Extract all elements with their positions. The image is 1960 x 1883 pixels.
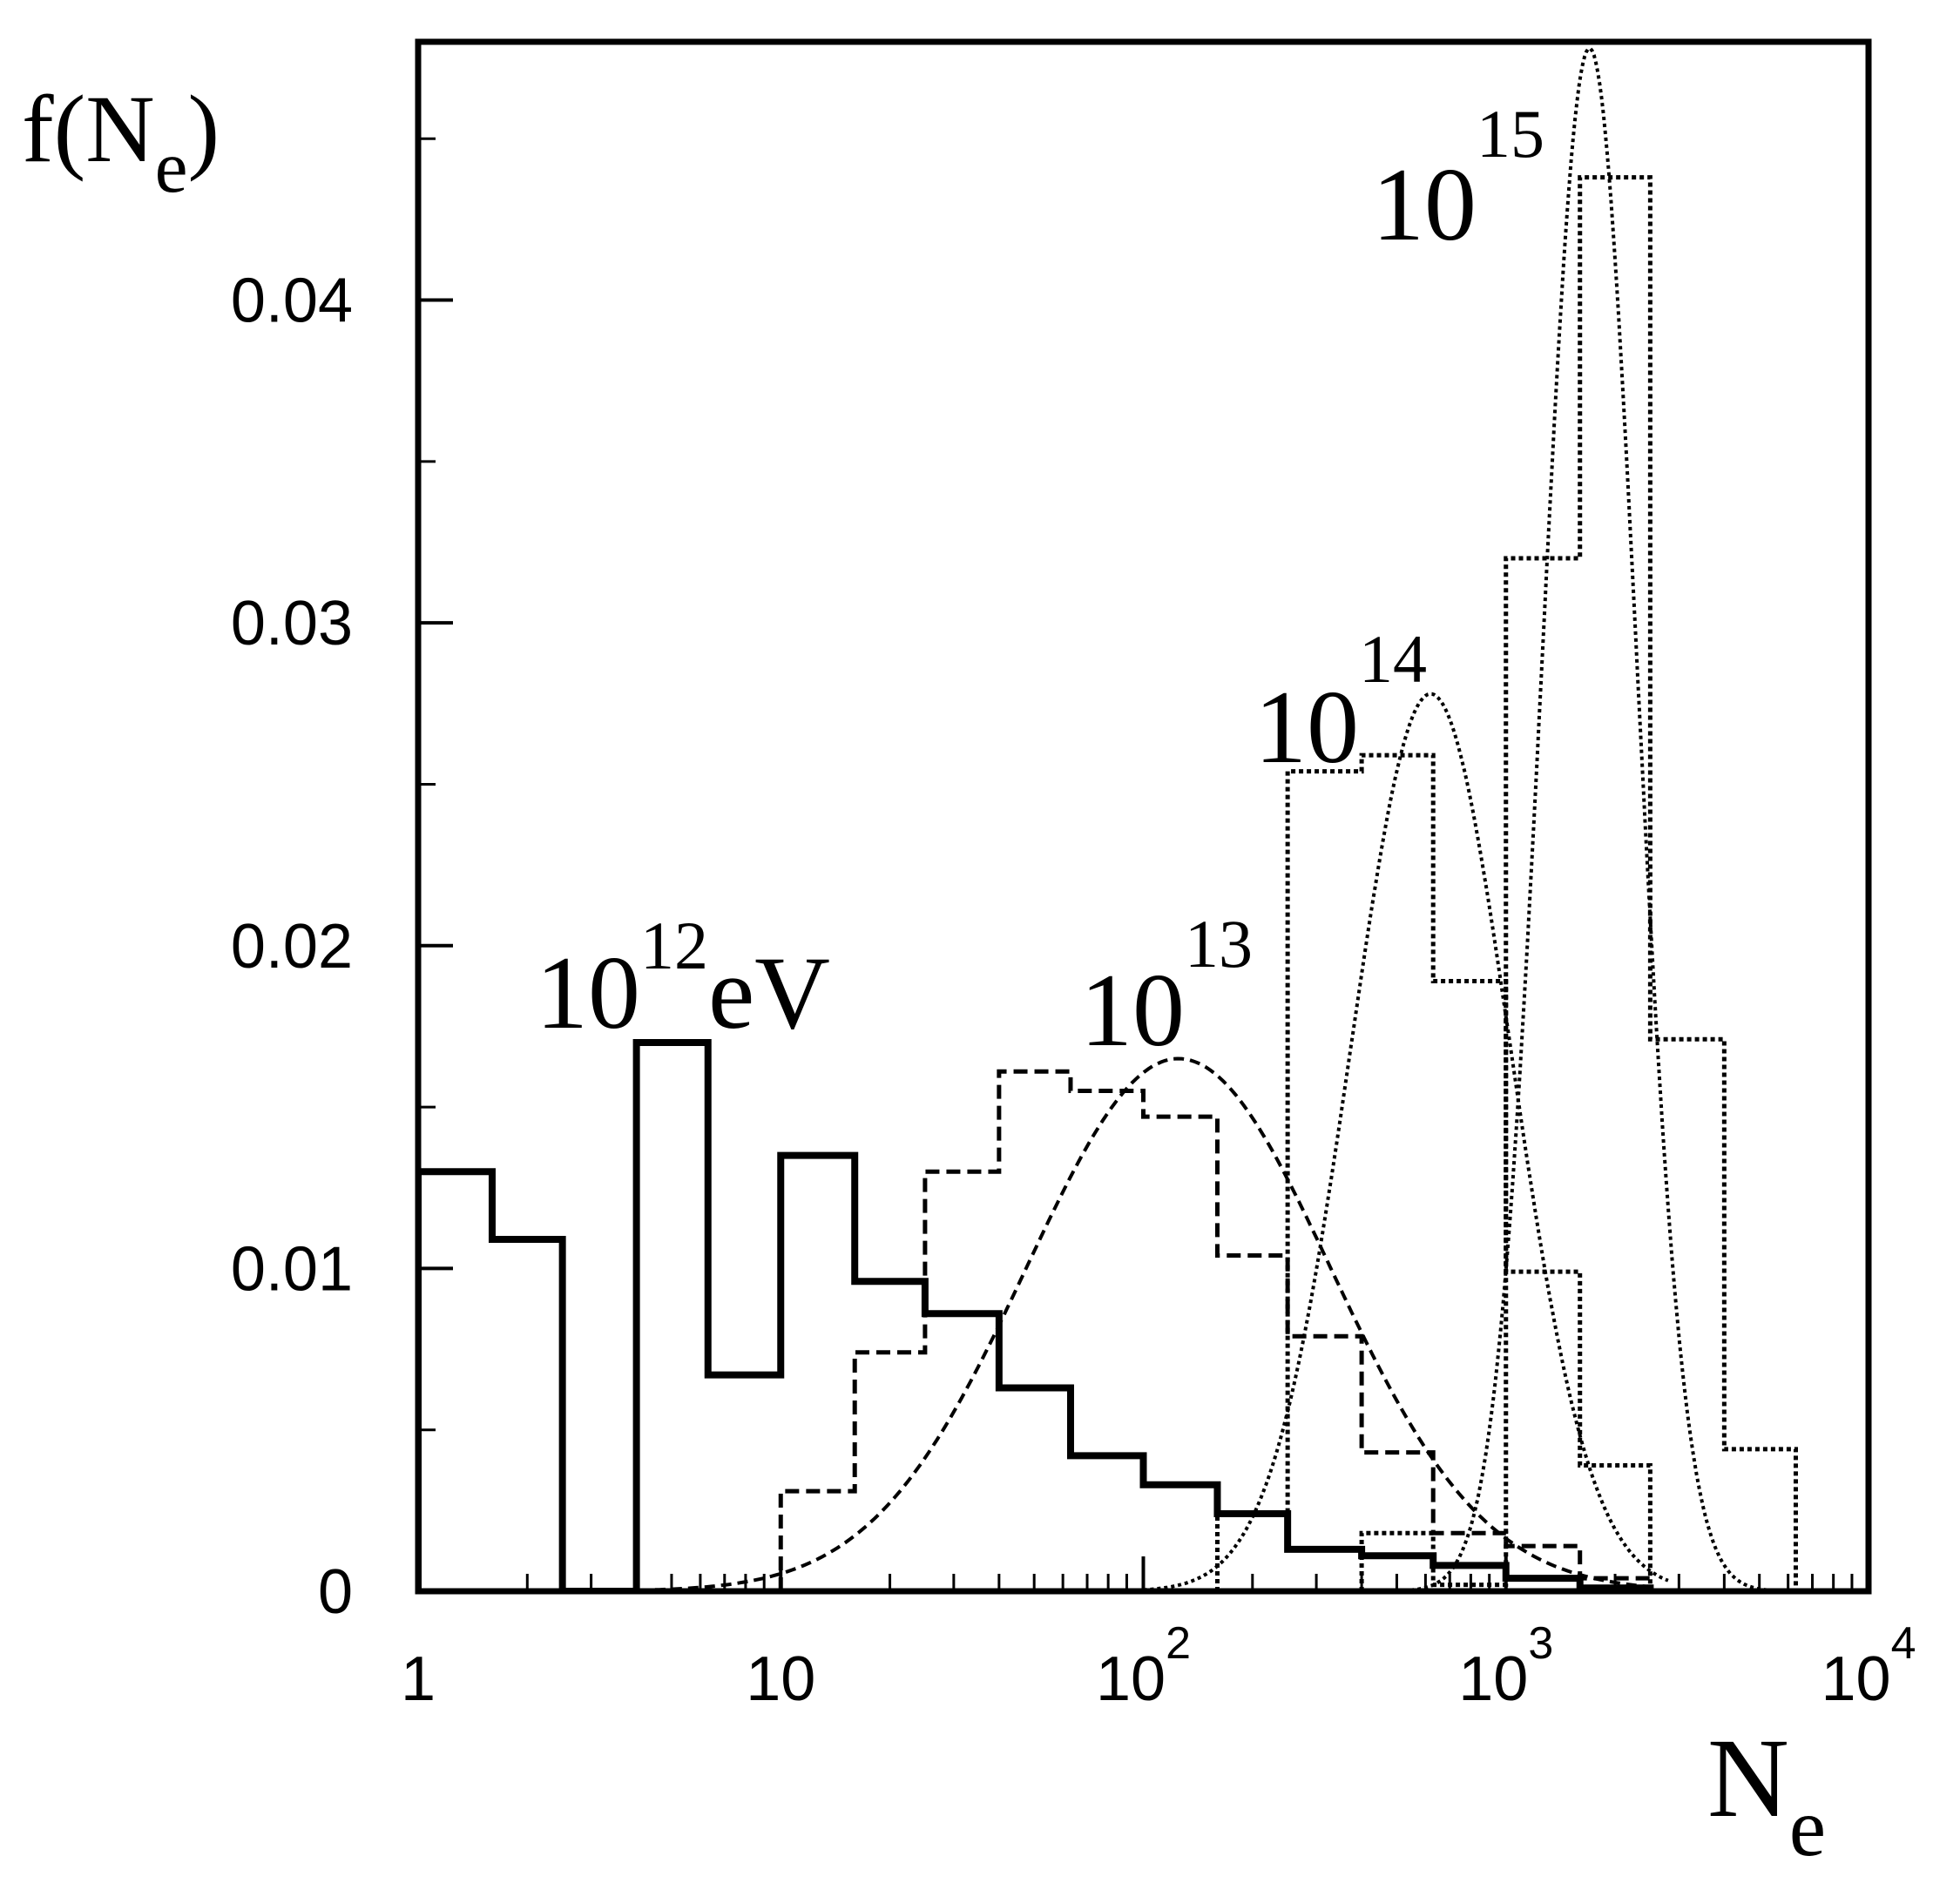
series-1-histogram [418,1038,1654,1591]
x-axis-label: Ne [1707,1716,1826,1873]
series-4-fit-curve [1396,46,1852,1591]
x-tick-label: 102 [1096,1618,1191,1714]
y-axis: 0 0.01 0.02 0.03 0.04 [231,137,453,1627]
x-tick-label: 104 [1821,1618,1916,1714]
annotation-10-13: 1013 [1080,906,1253,1068]
series-3-fit-curve [1143,692,1669,1591]
y-axis-label-sub: e [155,126,188,208]
y-tick-label: 0.03 [231,589,353,658]
annotation-10-14: 1014 [1254,621,1427,785]
y-tick-label: 0.02 [231,912,353,982]
annotations: 1012eV 1013 1014 1015 [536,96,1544,1068]
series-2-fit-curve [654,1056,1651,1591]
annotation-10-15: 1015 [1372,96,1544,262]
y-tick-label: 0.04 [231,267,353,336]
y-axis-label: f(Ne) [22,76,220,208]
y-tick-label: 0.01 [231,1234,353,1304]
series-2-histogram [778,1069,1652,1591]
x-tick-label: 10 [746,1644,815,1714]
plot-area [418,46,1852,1591]
x-axis: 1 10 102 103 104 [401,1556,1916,1714]
annotation-10-12-ev: 1012eV [536,908,830,1050]
x-tick-label: 1 [401,1644,436,1714]
x-tick-label: 103 [1458,1618,1553,1714]
x-axis-label-base: N [1707,1716,1789,1841]
series-4-histogram [1359,175,1798,1591]
x-axis-label-sub: e [1789,1781,1826,1873]
y-tick-label: 0 [318,1557,353,1627]
y-axis-label-close: ) [187,76,220,182]
series-3-histogram [1214,753,1652,1591]
y-axis-label-base: f(N [22,76,155,182]
